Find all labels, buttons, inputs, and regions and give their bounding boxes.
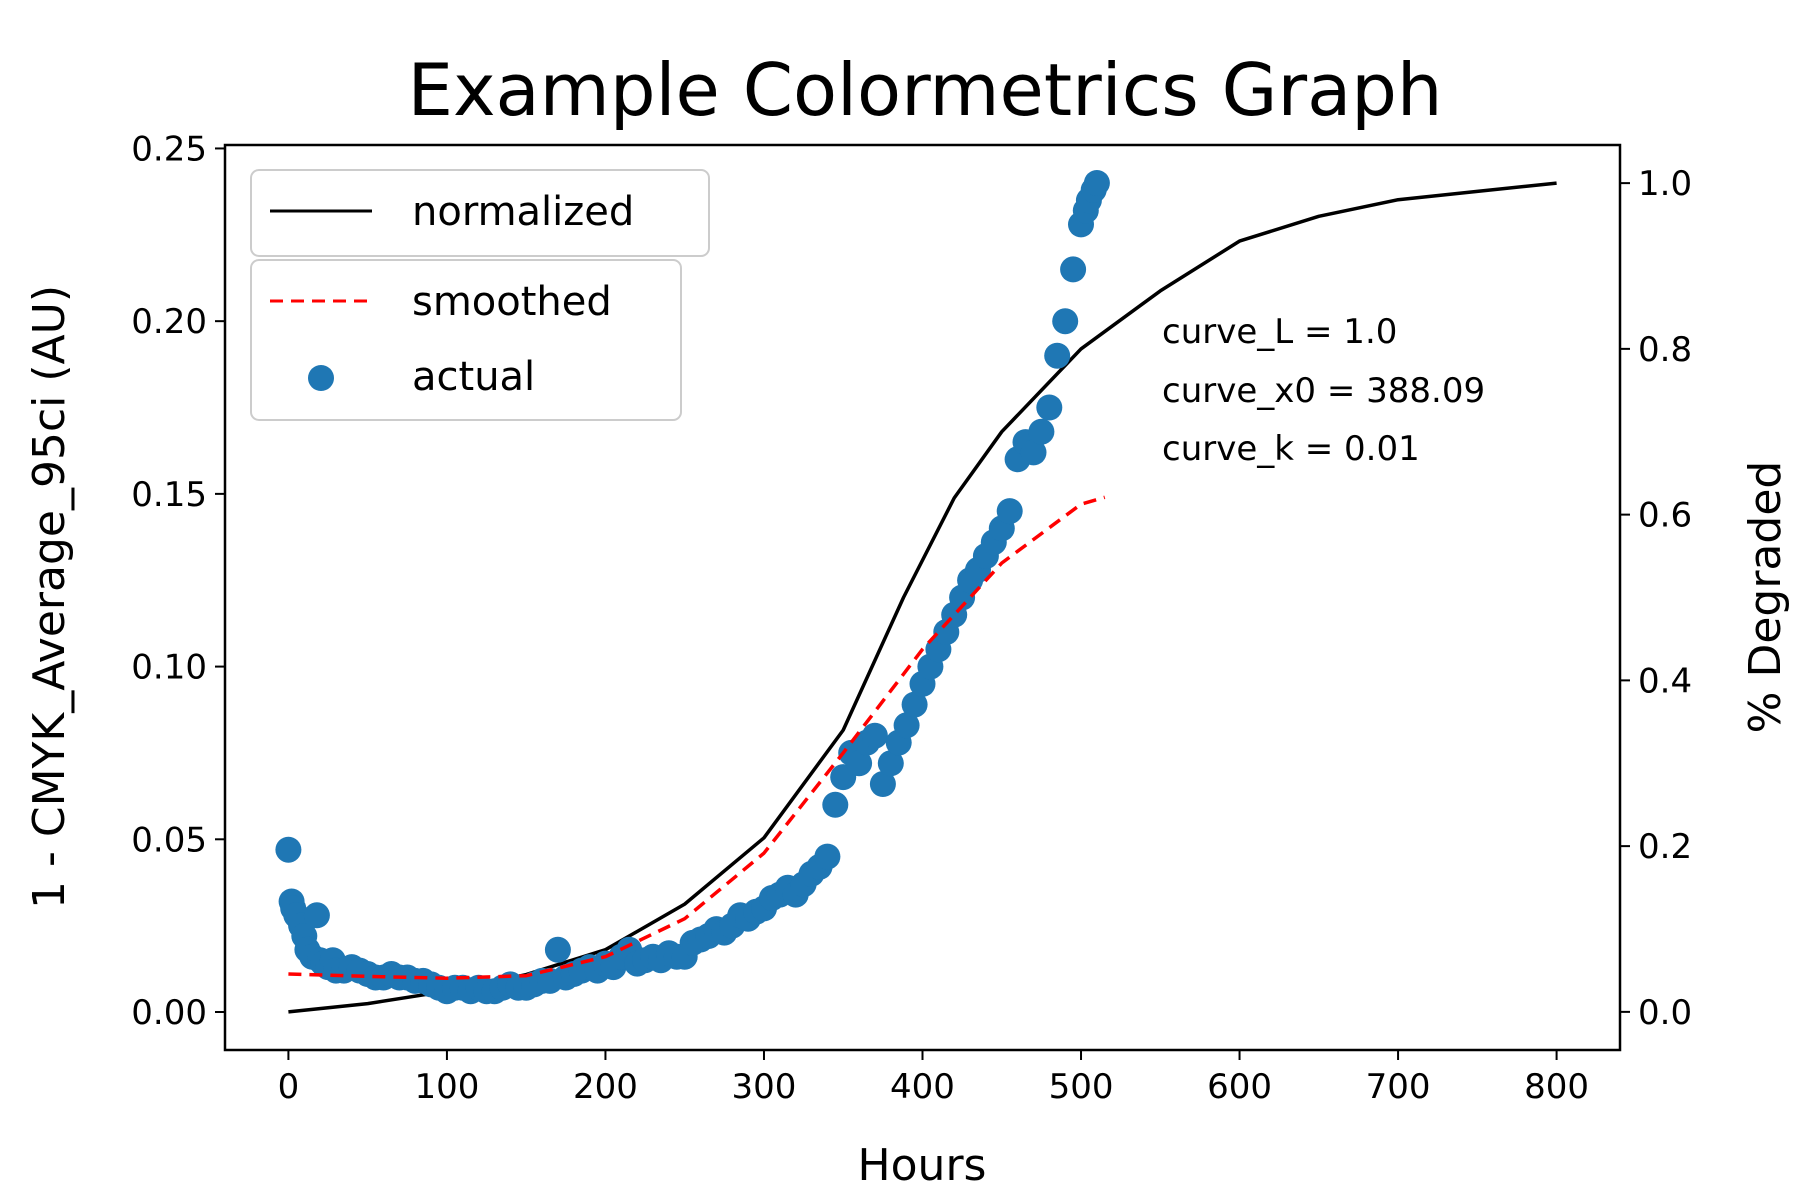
y2-tick-label: 0.4 — [1638, 661, 1692, 701]
legend-smoothed-actual: smoothed actual — [250, 259, 682, 421]
annotation-box: curve_L = 1.0 curve_x0 = 388.09 curve_k … — [1162, 312, 1485, 469]
actual-point — [869, 771, 896, 797]
series-actual — [275, 170, 1110, 1005]
legend-box-normalized — [250, 169, 710, 257]
y2-tick-label: 0.8 — [1638, 330, 1692, 370]
y2-tick-label: 1.0 — [1638, 164, 1692, 204]
y2-tick-label: 0.6 — [1638, 496, 1692, 536]
x-tick-label: 0 — [278, 1067, 300, 1107]
x-tick-label: 800 — [1524, 1067, 1589, 1107]
annotation-curve-l: curve_L = 1.0 — [1162, 312, 1397, 352]
x-tick-label: 700 — [1366, 1067, 1431, 1107]
x-tick-label: 200 — [573, 1067, 638, 1107]
y-tick-label: 0.05 — [131, 820, 207, 860]
y-tick-label: 0.00 — [131, 993, 207, 1033]
x-tick-label: 600 — [1207, 1067, 1272, 1107]
actual-point — [814, 843, 841, 870]
y-tick-label: 0.25 — [131, 129, 207, 169]
y2-axis-ticks: 0.0 0.2 0.4 0.6 0.8 1.0 — [1620, 164, 1692, 1033]
actual-point — [822, 791, 849, 818]
legend-normalized: normalized — [250, 169, 710, 257]
legend-label-actual: actual — [412, 354, 535, 400]
x-tick-label: 100 — [414, 1067, 479, 1107]
y-tick-label: 0.15 — [131, 475, 207, 515]
plot-area — [275, 170, 1557, 1014]
actual-point — [1028, 418, 1055, 445]
actual-point — [893, 712, 920, 739]
actual-point — [1020, 439, 1047, 466]
y2-tick-label: 0.0 — [1638, 993, 1692, 1033]
y-tick-label: 0.10 — [131, 648, 207, 688]
actual-point — [1060, 256, 1087, 283]
y2-axis-title: % Degraded — [1740, 461, 1791, 734]
actual-point — [275, 836, 302, 863]
legend-label-smoothed: smoothed — [412, 279, 612, 325]
chart-title: Example Colormetrics Graph — [407, 48, 1442, 132]
y-tick-label: 0.20 — [131, 302, 207, 342]
x-axis-title: Hours — [858, 1140, 987, 1191]
actual-point — [901, 691, 928, 718]
legend-label-normalized: normalized — [412, 189, 634, 235]
x-axis-ticks: 0 100 200 300 400 500 600 700 800 — [278, 1050, 1589, 1107]
actual-point — [996, 498, 1023, 525]
actual-point — [877, 750, 904, 777]
annotation-curve-x0: curve_x0 = 388.09 — [1162, 371, 1485, 411]
actual-point — [1083, 170, 1110, 196]
x-tick-label: 500 — [1049, 1067, 1114, 1107]
actual-point — [1036, 394, 1063, 421]
x-tick-label: 400 — [890, 1067, 955, 1107]
actual-point — [861, 722, 888, 749]
actual-point — [846, 750, 873, 777]
annotation-curve-k: curve_k = 0.01 — [1162, 429, 1420, 469]
actual-point — [1052, 308, 1079, 335]
y-axis-ticks: 0.00 0.05 0.10 0.15 0.20 0.25 — [131, 129, 225, 1033]
actual-point — [1044, 342, 1071, 369]
actual-point — [544, 936, 571, 963]
y-axis-title: 1 - CMYK_Average_95ci (AU) — [24, 285, 75, 909]
legend-marker-actual — [308, 365, 334, 391]
actual-point — [303, 902, 330, 929]
y2-tick-label: 0.2 — [1638, 827, 1692, 867]
x-tick-label: 300 — [732, 1067, 797, 1107]
